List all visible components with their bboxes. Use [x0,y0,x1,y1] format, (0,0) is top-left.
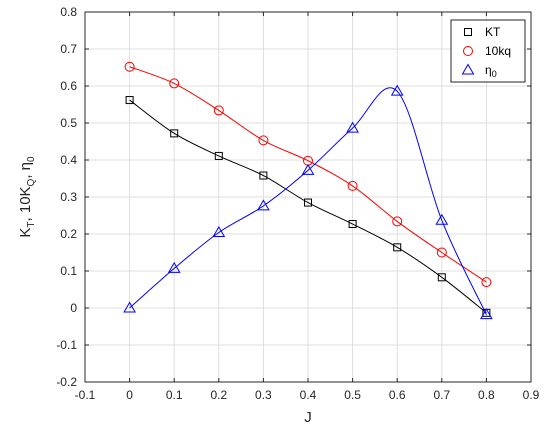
data-point-triangle [480,308,493,320]
legend-label: 10kq [485,44,511,58]
data-point-square [214,151,223,160]
data-point-triangle [390,84,404,96]
x-tick-label: 0.5 [344,388,361,402]
x-tick-label: 0 [126,388,133,402]
data-point-triangle [167,261,181,273]
y-axis-label-part3: , η [17,162,34,179]
y-tick-label: 0.1 [60,264,77,278]
svg-text:KT, 10KQ, η0: KT, 10KQ, η0 [17,156,37,238]
data-point-circle [213,105,224,116]
data-point-circle [436,247,447,258]
data-point-triangle [301,163,315,175]
data-point-triangle [435,213,449,225]
legend: KT 10kq η0 [450,19,526,83]
y-axis-label-sub-q: Q [26,178,37,186]
y-tick-label: -0.1 [56,338,77,352]
legend-label-subscript: 0 [492,69,497,79]
data-point-square [393,243,402,252]
data-point-square [348,220,357,229]
x-tick-label: -0.1 [75,388,96,402]
y-tick-label: 0.4 [60,153,77,167]
data-point-triangle [212,226,226,238]
data-point-circle [481,277,492,288]
data-point-triangle [123,301,136,313]
series-markers [123,61,493,320]
y-tick-label: -0.2 [56,375,77,389]
y-tick-label: 0 [70,301,77,315]
series-line-2 [129,87,487,315]
x-tick-label: 0.6 [389,388,406,402]
data-point-circle [392,216,403,227]
x-axis-label: J [304,409,312,426]
data-point-circle [124,61,135,72]
x-tick-label: 0.7 [433,388,450,402]
y-axis-label: KT, 10KQ, η0 [17,156,37,238]
data-point-square [170,129,179,138]
legend-marker-circle [463,46,473,56]
legend-marker-square [464,28,472,36]
legend-label: η0 [485,63,497,79]
legend-label: KT [485,25,501,39]
y-axis-label-sub-0: 0 [26,156,37,162]
x-tick-label: 0.3 [255,388,272,402]
series-line-0 [129,99,487,314]
y-axis-label-sub-t: T [26,221,37,227]
x-tick-label: 0.9 [523,388,540,402]
y-tick-label: 0.7 [60,42,77,56]
data-point-circle [169,78,180,89]
y-tick-label: 0.8 [60,5,77,19]
data-point-square [437,273,446,282]
x-tick-label: 0.2 [210,388,227,402]
y-tick-label: 0.2 [60,227,77,241]
data-point-square [259,171,268,180]
y-tick-label: 0.5 [60,116,77,130]
data-point-circle [258,135,269,146]
x-axis-ticks: -0.1 0 0.1 0.2 0.3 0.4 0.5 0.6 0.7 0.8 0.9 [75,12,540,402]
y-axis-label-part2: , 10K [17,186,34,221]
x-tick-label: 0.1 [166,388,183,402]
series-curves [129,66,487,315]
data-point-square [125,96,134,105]
y-axis-ticks: -0.2 -0.1 0 0.1 0.2 0.3 0.4 0.5 0.6 0.7 0.8 [56,5,531,389]
series-line-1 [129,66,487,283]
y-tick-label: 0.6 [60,79,77,93]
x-tick-label: 0.8 [478,388,495,402]
data-point-square [304,198,312,207]
y-tick-label: 0.3 [60,190,77,204]
legend-marker-triangle [461,63,475,75]
x-tick-label: 0.4 [300,388,317,402]
data-point-triangle [346,121,359,133]
data-point-triangle [257,199,270,211]
data-point-circle [347,180,358,191]
